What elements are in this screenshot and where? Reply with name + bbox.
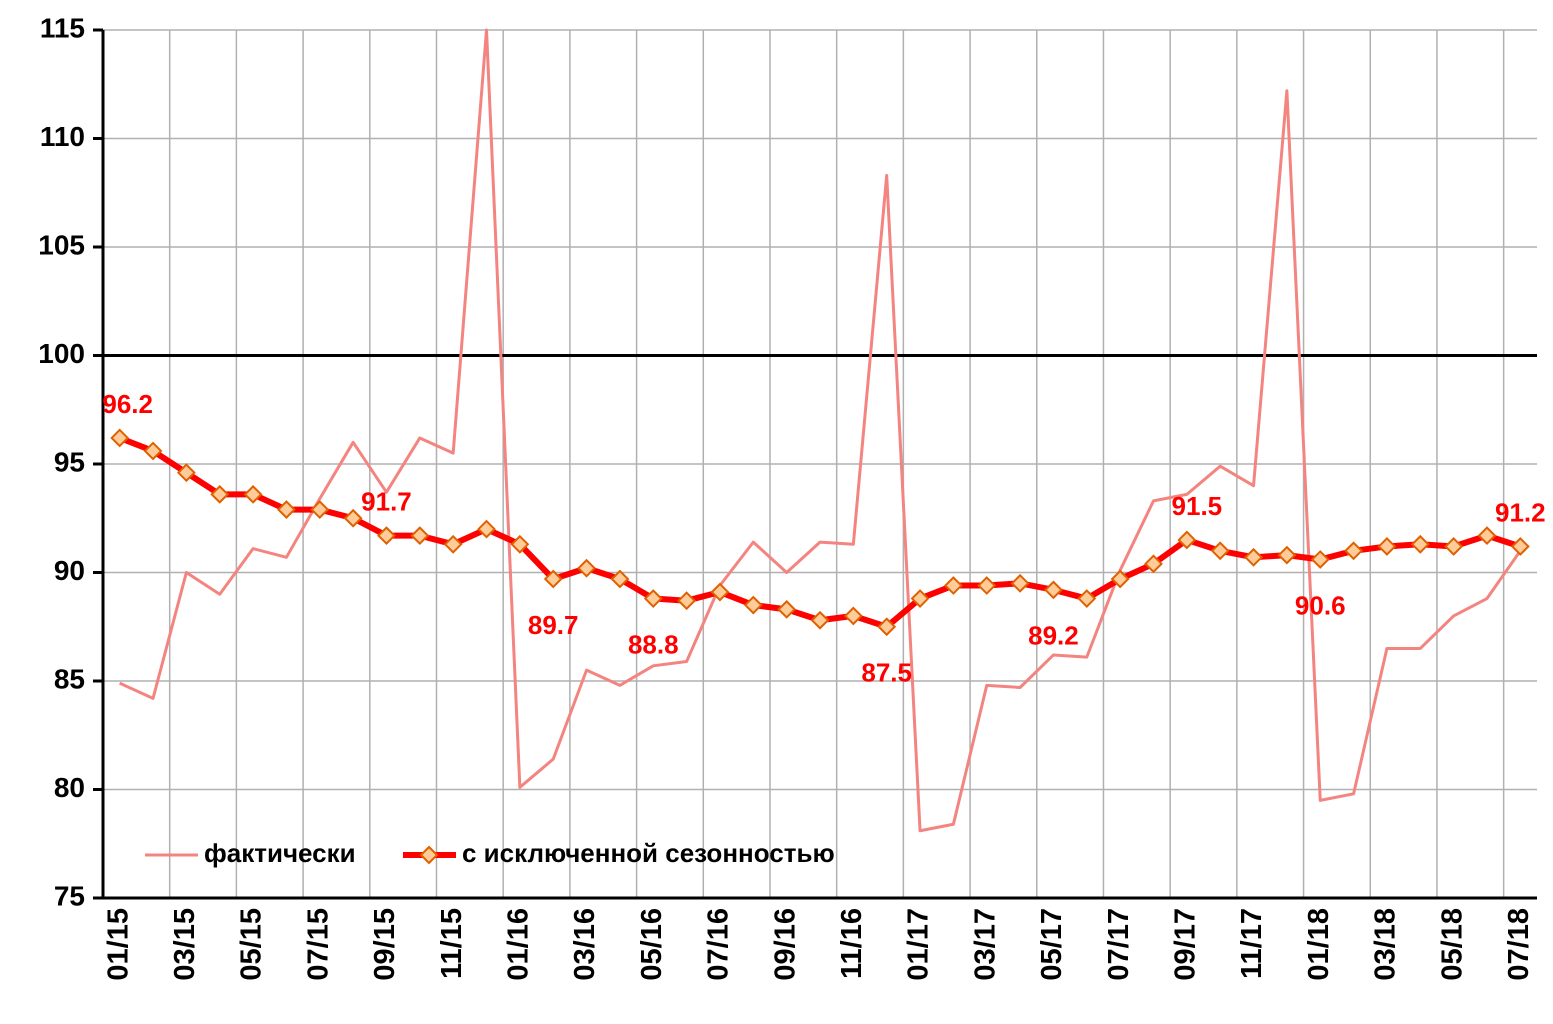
x-tick-label: 05/17	[1036, 908, 1068, 981]
line-actual	[119, 28, 1522, 833]
marker	[543, 569, 563, 589]
data-label: 91.7	[361, 486, 412, 516]
marker	[510, 534, 530, 554]
x-tick-label: 03/15	[169, 908, 201, 981]
marker	[1377, 537, 1397, 556]
marker	[410, 526, 430, 546]
x-tick-label: 05/15	[236, 908, 268, 981]
marker	[643, 589, 663, 608]
marker	[977, 576, 997, 595]
data-label: 88.8	[628, 629, 679, 659]
marker	[710, 582, 730, 602]
x-tick-label: 09/16	[769, 908, 801, 981]
x-tick-label: 01/18	[1303, 908, 1335, 981]
marker	[277, 500, 296, 519]
marker	[243, 484, 263, 504]
marker	[110, 428, 130, 448]
legend-marker	[419, 845, 439, 865]
x-tick-label: 03/17	[969, 908, 1001, 981]
y-tick-label: 105	[38, 229, 85, 260]
marker	[843, 606, 863, 626]
marker	[1077, 589, 1097, 608]
x-tick-label: 01/16	[503, 908, 535, 981]
x-tick-label: 11/16	[836, 908, 868, 979]
marker	[1244, 547, 1263, 567]
data-label: 91.5	[1172, 491, 1223, 521]
marker	[1477, 526, 1497, 546]
marker	[1210, 541, 1230, 561]
y-tick-label: 90	[54, 555, 85, 586]
marker	[1110, 569, 1130, 589]
x-tick-label: 01/15	[102, 908, 134, 981]
marker	[1344, 541, 1363, 561]
legend-label: фактически	[204, 838, 356, 868]
marker	[1010, 573, 1030, 593]
legend-label: с исключенной сезонностью	[462, 838, 835, 868]
data-label: 89.2	[1028, 621, 1079, 651]
y-tick-label: 85	[54, 663, 85, 694]
data-label: 89.7	[528, 610, 579, 640]
marker	[310, 500, 330, 519]
marker	[943, 576, 963, 595]
x-tick-label: 05/18	[1436, 908, 1468, 981]
x-tick-label: 05/16	[636, 908, 668, 981]
data-label: 91.2	[1495, 497, 1546, 527]
x-tick-label: 09/17	[1169, 908, 1201, 981]
marker	[610, 569, 630, 589]
marker	[1444, 537, 1464, 556]
x-tick-label: 01/17	[903, 908, 935, 981]
marker	[910, 589, 930, 608]
marker	[477, 519, 496, 539]
marker	[577, 558, 596, 578]
marker	[1410, 534, 1430, 554]
marker	[777, 599, 797, 619]
y-tick-label: 100	[38, 338, 85, 369]
x-tick-label: 07/17	[1103, 908, 1135, 981]
data-label: 96.2	[102, 389, 153, 419]
y-tick-label: 115	[40, 12, 85, 43]
marker	[1177, 530, 1197, 550]
marker	[1277, 545, 1297, 565]
marker	[1044, 580, 1063, 600]
x-tick-label: 09/15	[369, 908, 401, 981]
x-tick-label: 07/15	[302, 908, 334, 981]
y-tick-label: 80	[54, 772, 85, 803]
marker	[1510, 537, 1530, 556]
x-tick-label: 03/16	[569, 908, 601, 981]
marker	[810, 610, 830, 630]
marker	[1144, 554, 1163, 574]
marker	[377, 526, 396, 546]
x-tick-label: 11/17	[1236, 908, 1268, 979]
x-tick-label: 11/15	[436, 908, 468, 979]
data-label: 87.5	[861, 658, 912, 688]
marker	[210, 484, 230, 504]
marker	[143, 441, 163, 461]
marker	[877, 617, 897, 637]
y-tick-label: 110	[40, 121, 85, 152]
x-tick-label: 03/18	[1370, 908, 1402, 981]
marker	[443, 534, 463, 554]
marker	[1310, 550, 1330, 569]
x-tick-label: 07/16	[703, 908, 735, 981]
y-tick-label: 95	[54, 446, 85, 477]
x-tick-label: 07/18	[1503, 908, 1535, 981]
marker	[743, 595, 763, 615]
marker	[677, 591, 697, 611]
marker	[343, 508, 363, 528]
marker	[176, 463, 196, 483]
data-label: 90.6	[1295, 590, 1346, 620]
y-tick-label: 75	[54, 880, 85, 911]
